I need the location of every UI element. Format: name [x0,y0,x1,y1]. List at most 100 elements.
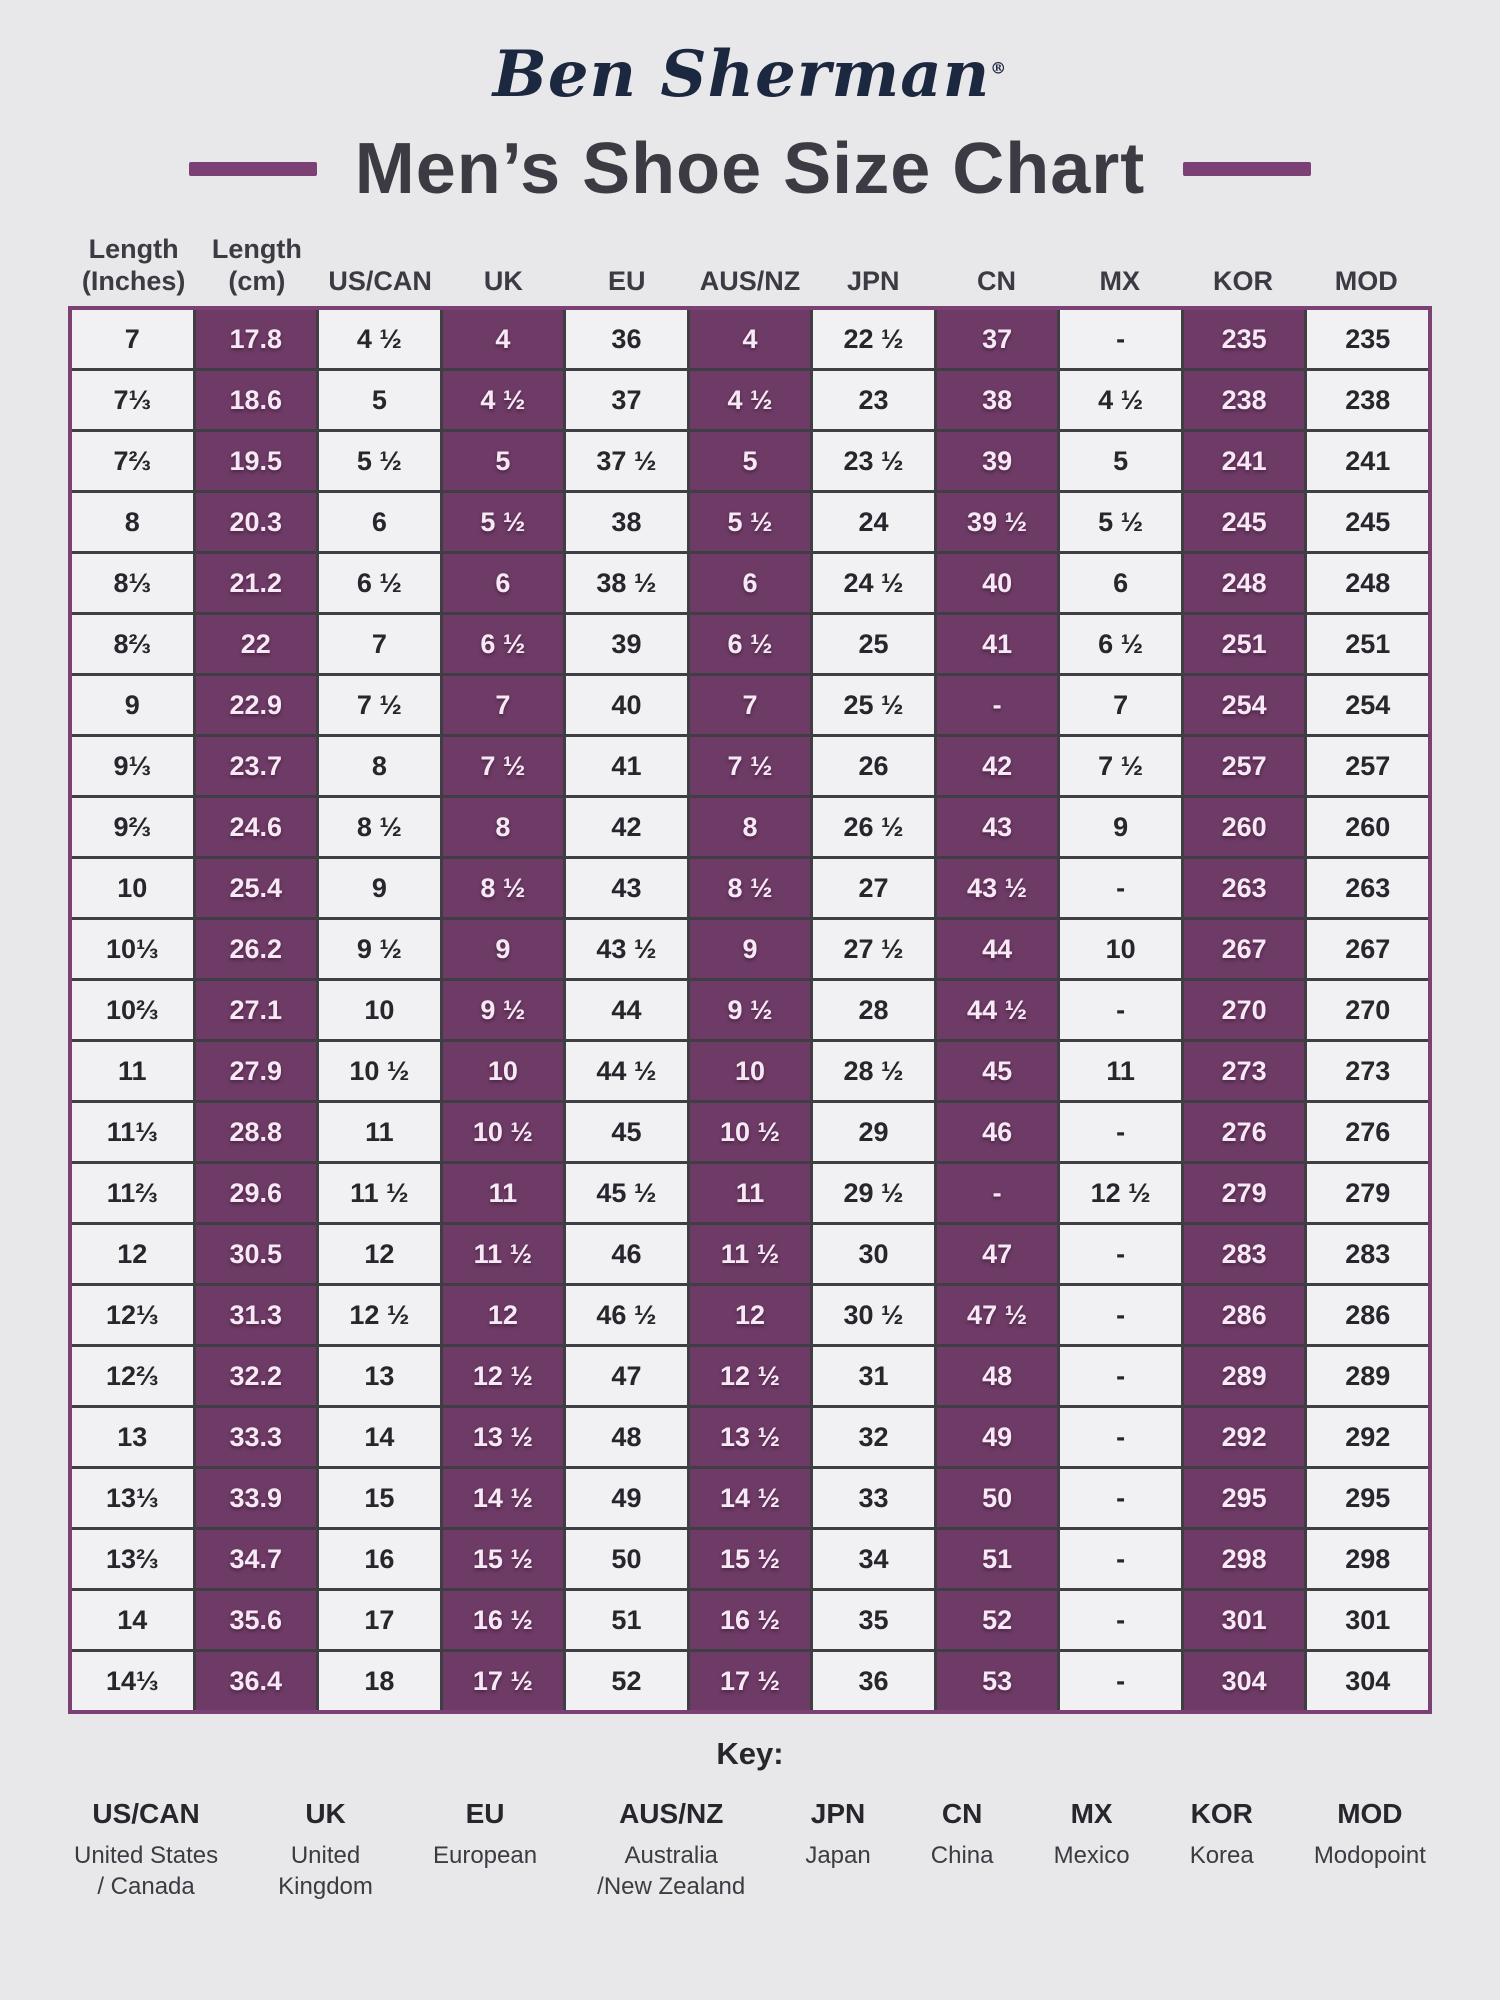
table-cell: 292 [1183,1408,1305,1467]
table-cell: 51 [566,1591,687,1650]
table-cell: 4 ½ [689,371,811,430]
column-header-us-can: US/CAN [328,266,432,297]
key-title: Key: [716,1736,784,1772]
table-cell: 40 [566,676,687,735]
table-cell: 9 ½ [689,981,811,1040]
registered-trademark-mark: ® [990,58,1008,78]
table-cell: 47 [566,1347,687,1406]
table-cell: 39 [936,432,1058,491]
table-cell: 7 [442,676,564,735]
table-cell: 28 ½ [813,1042,934,1101]
table-cell: 14 ½ [442,1469,564,1528]
ben-sherman-logo: Ben Sherman® [0,0,1500,110]
column-header-jpn: JPN [846,266,900,297]
table-cell: 32 [813,1408,934,1467]
key-abbreviation: MX [1070,1798,1113,1830]
key-abbreviation: US/CAN [92,1798,200,1830]
table-cell: 17.8 [195,310,317,369]
table-cell: 24 ½ [813,554,934,613]
key-abbreviation: MOD [1337,1798,1403,1830]
key-description: Japan [805,1842,871,1870]
table-cell: - [1060,1652,1181,1711]
table-cell: 36 [813,1652,934,1711]
table-cell: 33.3 [195,1408,317,1467]
table-cell: 7 [689,676,811,735]
key-abbreviation: UK [305,1798,346,1830]
table-cell: 12 ½ [319,1286,440,1345]
table-cell: 7 ½ [689,737,811,796]
key-items-row: US/CAN United States / Canada UK United Kin… [68,1798,1432,1902]
table-cell: 11 [1060,1042,1181,1101]
key-item-us-can: US/CAN United States / Canada [74,1798,218,1902]
table-cell: 295 [1183,1469,1305,1528]
table-cell: - [1060,1408,1181,1467]
table-cell: 44 ½ [566,1042,687,1101]
table-cell: - [1060,859,1181,918]
table-cell: 25.4 [195,859,317,918]
table-cell: 276 [1183,1103,1305,1162]
table-cell: 7 [1060,676,1181,735]
table-cell: 7 ½ [442,737,564,796]
table-cell: 9 [72,676,193,735]
table-cell: 11 [72,1042,193,1101]
table-cell: 23.7 [195,737,317,796]
key-item-jpn: JPN Japan [805,1798,870,1902]
table-cell: 27.9 [195,1042,317,1101]
table-cell: 11 [319,1103,440,1162]
table-cell: 26 [813,737,934,796]
key-item-mod: MOD Modopoint [1314,1798,1426,1902]
table-cell: 263 [1307,859,1428,918]
table-cell: 7 ½ [319,676,440,735]
table-cell: 11 ½ [442,1225,564,1284]
table-cell: 6 [442,554,564,613]
table-cell: 9 ½ [442,981,564,1040]
table-cell: 25 [813,615,934,674]
table-cell: 37 [566,371,687,430]
table-cell: 41 [936,615,1058,674]
table-cell: - [1060,981,1181,1040]
table-cell: 12 [442,1286,564,1345]
table-cell: 9 [689,920,811,979]
table-cell: - [1060,1469,1181,1528]
key-item-kor: KOR Korea [1190,1798,1254,1902]
table-cell: 257 [1307,737,1428,796]
table-cell: 270 [1307,981,1428,1040]
table-cell: 35.6 [195,1591,317,1650]
table-cell: 248 [1307,554,1428,613]
table-cell: - [1060,1225,1181,1284]
table-cell: 48 [936,1347,1058,1406]
table-cell: 34.7 [195,1530,317,1589]
table-cell: 8⅔ [72,615,193,674]
table-cell: 39 [566,615,687,674]
table-cell: 5 ½ [319,432,440,491]
table-cell: 251 [1183,615,1305,674]
table-cell: 33.9 [195,1469,317,1528]
table-cell: 24 [813,493,934,552]
key-item-mx: MX Mexico [1054,1798,1130,1902]
key-description: Korea [1189,1842,1254,1870]
table-cell: - [936,676,1058,735]
key-abbreviation: EU [465,1798,505,1830]
table-cell: 270 [1183,981,1305,1040]
key-description: Modopoint [1313,1842,1426,1870]
table-cell: 5 [689,432,811,491]
table-cell: 238 [1183,371,1305,430]
table-cell: 28.8 [195,1103,317,1162]
table-cell: 15 ½ [689,1530,811,1589]
table-cell: - [936,1164,1058,1223]
table-cell: 238 [1307,371,1428,430]
table-cell: 267 [1307,920,1428,979]
table-cell: 44 [936,920,1058,979]
table-cell: 13⅓ [72,1469,193,1528]
table-cell: 267 [1183,920,1305,979]
table-cell: 31 [813,1347,934,1406]
table-cell: 6 ½ [442,615,564,674]
table-cell: 40 [936,554,1058,613]
table-cell: 50 [936,1469,1058,1528]
table-cell: 32.2 [195,1347,317,1406]
table-cell: 9 [1060,798,1181,857]
table-cell: 16 [319,1530,440,1589]
table-cell: 52 [936,1591,1058,1650]
table-cell: 257 [1183,737,1305,796]
